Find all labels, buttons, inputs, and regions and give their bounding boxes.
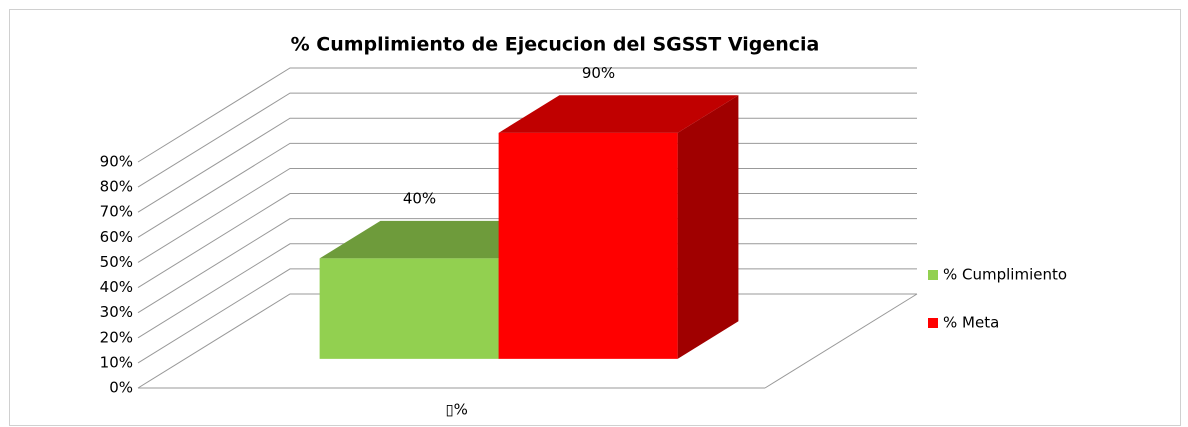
bar — [498, 132, 678, 359]
y-tick-label: 70% — [100, 203, 133, 221]
y-tick-label: 10% — [100, 353, 133, 371]
x-tick-label: ▯% — [445, 401, 468, 419]
y-tick-label: 20% — [100, 328, 133, 346]
y-tick-label: 50% — [100, 253, 133, 271]
y-tick-label: 80% — [100, 178, 133, 196]
bar-top — [498, 95, 739, 133]
grid-line — [137, 67, 917, 163]
y-tick-label: 30% — [100, 303, 133, 321]
data-label: 90% — [582, 64, 615, 82]
grid-line — [137, 92, 917, 188]
y-tick-label: 90% — [100, 153, 133, 171]
legend-label: % Meta — [943, 314, 999, 332]
legend-swatch — [928, 318, 938, 328]
data-label: 40% — [403, 189, 436, 207]
bar-side — [677, 95, 739, 359]
y-tick-label: 60% — [100, 228, 133, 246]
floor — [764, 293, 918, 389]
y-tick-label: 40% — [100, 278, 133, 296]
bar — [319, 258, 499, 359]
legend-swatch — [928, 270, 938, 280]
y-tick-label: 0% — [109, 379, 133, 397]
legend-label: % Cumplimiento — [943, 266, 1067, 284]
chart-title: % Cumplimiento de Ejecucion del SGSST Vi… — [291, 34, 820, 56]
